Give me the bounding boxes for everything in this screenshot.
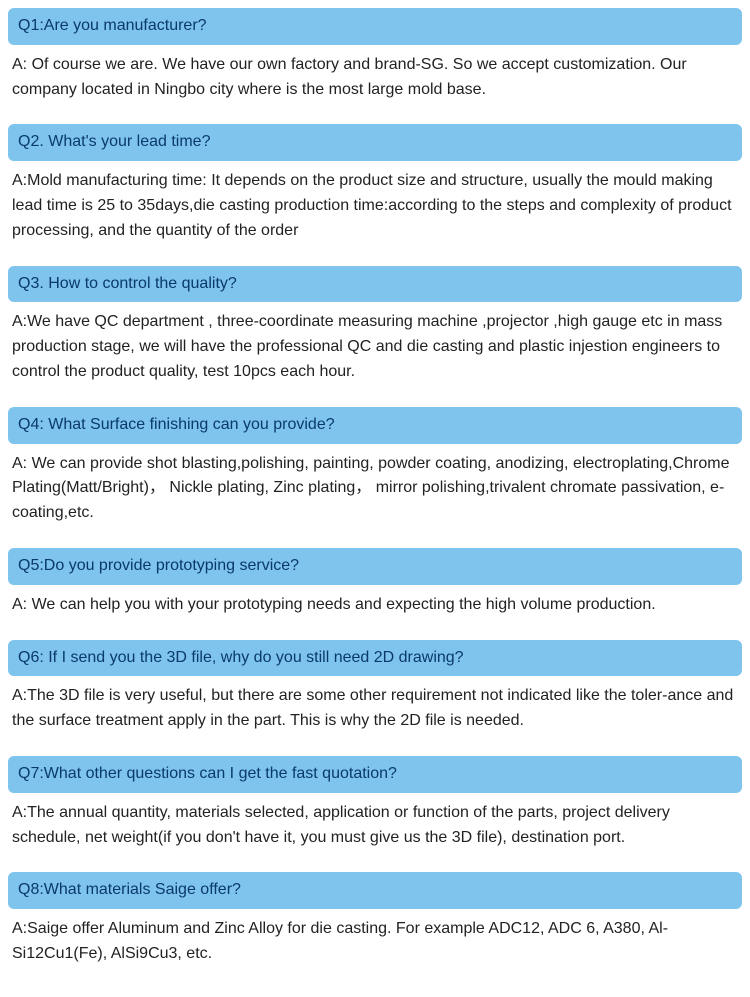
question-text: Q6: If I send you the 3D file, why do yo… — [18, 649, 464, 666]
faq-item: Q3. How to control the quality? A:We hav… — [8, 266, 742, 385]
question-bar: Q4: What Surface finishing can you provi… — [8, 407, 742, 444]
question-text: Q5:Do you provide prototyping service? — [18, 557, 299, 574]
answer-text: A:We have QC department , three-coordina… — [8, 302, 742, 384]
faq-item: Q5:Do you provide prototyping service? A… — [8, 548, 742, 618]
question-bar: Q8:What materials Saige offer? — [8, 872, 742, 909]
faq-item: Q6: If I send you the 3D file, why do yo… — [8, 640, 742, 734]
answer-text: A:Saige offer Aluminum and Zinc Alloy fo… — [8, 909, 742, 967]
faq-item: Q8:What materials Saige offer? A:Saige o… — [8, 872, 742, 966]
faq-list: Q1:Are you manufacturer? A: Of course we… — [8, 8, 742, 967]
faq-item: Q2. What's your lead time? A:Mold manufa… — [8, 124, 742, 243]
faq-item: Q7:What other questions can I get the fa… — [8, 756, 742, 850]
answer-text: A:The annual quantity, materials selecte… — [8, 793, 742, 851]
question-bar: Q5:Do you provide prototyping service? — [8, 548, 742, 585]
faq-item: Q1:Are you manufacturer? A: Of course we… — [8, 8, 742, 102]
question-bar: Q1:Are you manufacturer? — [8, 8, 742, 45]
answer-text: A: We can help you with your prototyping… — [8, 585, 742, 618]
question-text: Q8:What materials Saige offer? — [18, 881, 241, 898]
faq-item: Q4: What Surface finishing can you provi… — [8, 407, 742, 526]
question-text: Q1:Are you manufacturer? — [18, 17, 207, 34]
question-bar: Q6: If I send you the 3D file, why do yo… — [8, 640, 742, 677]
answer-text: A: We can provide shot blasting,polishin… — [8, 444, 742, 526]
question-text: Q4: What Surface finishing can you provi… — [18, 416, 335, 433]
question-bar: Q2. What's your lead time? — [8, 124, 742, 161]
answer-text: A:The 3D file is very useful, but there … — [8, 676, 742, 734]
question-text: Q3. How to control the quality? — [18, 275, 237, 292]
question-text: Q2. What's your lead time? — [18, 133, 210, 150]
answer-text: A:Mold manufacturing time: It depends on… — [8, 161, 742, 243]
question-bar: Q3. How to control the quality? — [8, 266, 742, 303]
question-bar: Q7:What other questions can I get the fa… — [8, 756, 742, 793]
answer-text: A: Of course we are. We have our own fac… — [8, 45, 742, 103]
question-text: Q7:What other questions can I get the fa… — [18, 765, 397, 782]
